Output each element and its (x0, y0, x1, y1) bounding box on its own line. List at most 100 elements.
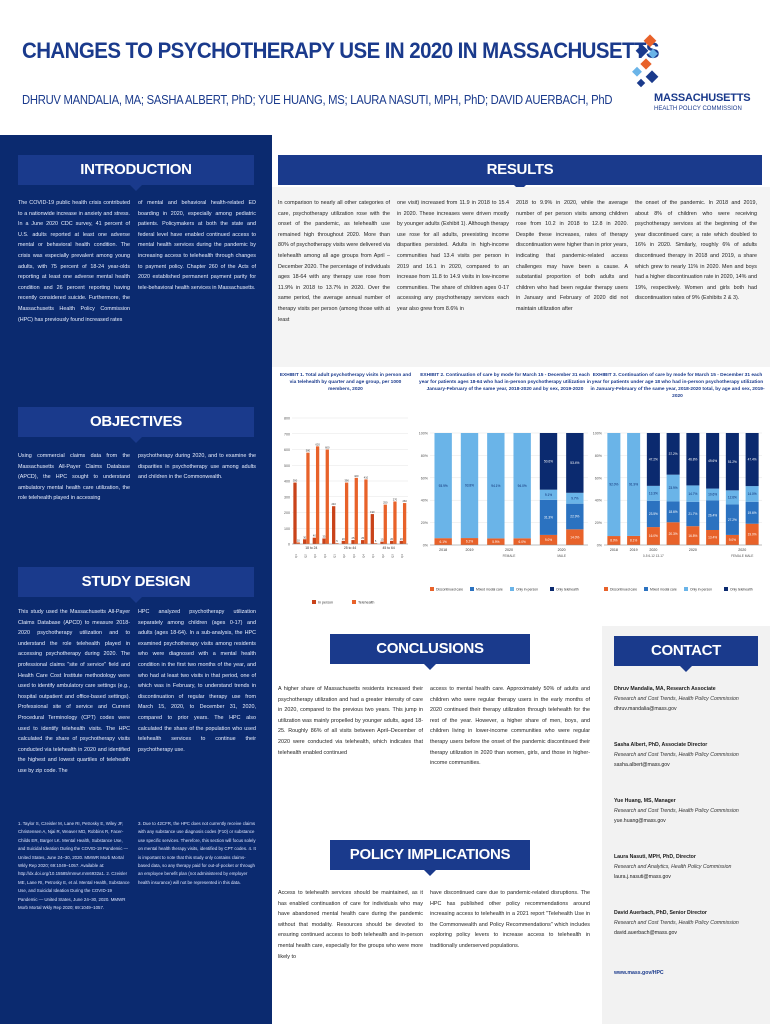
poster-authors: DHRUV MANDALIA, MA; SASHA ALBERT, PhD; Y… (22, 93, 613, 107)
contact-name: Sasha Albert, PhD, Associate Director (614, 742, 708, 748)
data-label: 620 (315, 442, 320, 446)
data-label: 19.0% (748, 533, 757, 537)
data-label: 270 (393, 497, 398, 501)
data-label: 390 (344, 479, 349, 483)
contact-email[interactable]: david.auerbach@mass.gov (614, 930, 677, 936)
data-label: 20.3% (669, 532, 678, 536)
group-label: 2019 (466, 548, 474, 552)
data-label: 10 (297, 538, 300, 542)
contact-email[interactable]: sasha.albert@mass.gov (614, 762, 670, 768)
bar (354, 477, 358, 544)
bar (325, 449, 329, 544)
data-label: 20 (400, 537, 403, 541)
contact-panel (602, 626, 770, 1024)
bar-segment (706, 433, 720, 489)
contact-email[interactable]: laura.j.nasuti@mass.gov (614, 874, 671, 880)
conclusions-col2: access to mental health care. Approximat… (430, 686, 590, 767)
bar (296, 542, 300, 544)
objectives-heading-text: OBJECTIVES (89, 413, 183, 430)
group-label: 2019 (630, 548, 638, 552)
data-label: 53.4% (570, 461, 579, 465)
contact-org: Research and Cost Trends, Health Policy … (614, 920, 739, 926)
y-tick-label: 100 (284, 527, 290, 531)
data-label: 93.9% (439, 484, 448, 488)
bar-segment (745, 486, 759, 502)
bar-segment (686, 526, 700, 545)
data-label: 21.7% (688, 512, 697, 516)
bar-segment (513, 538, 531, 545)
bar-segment (487, 433, 505, 539)
study-design-heading-text: STUDY DESIGN (81, 573, 191, 590)
bar-segment (539, 489, 558, 500)
x-tick-label: Q4 (400, 554, 404, 558)
bar (361, 540, 365, 544)
data-label: 35 (323, 534, 326, 538)
bar-segment (460, 538, 479, 545)
contact-name: David Auerbach, PhD, Senior Director (614, 910, 707, 916)
bar (351, 540, 355, 544)
contact-email[interactable]: yue.huang@mass.gov (614, 818, 666, 824)
data-label: 6.1% (440, 540, 447, 544)
bar-segment (686, 501, 700, 527)
y-tick-label: 600 (284, 448, 290, 452)
legend-swatch (644, 587, 648, 591)
data-label: 10.6% (708, 493, 717, 497)
introduction-heading: INTRODUCTION (18, 155, 254, 191)
legend-label: Discontinued care (610, 588, 637, 592)
bar-segment (725, 504, 739, 535)
y-tick-label: 40% (595, 499, 603, 503)
group-label: 2020 (649, 548, 657, 552)
contact-heading: CONTACT (614, 636, 758, 672)
exhibit2-caption: EXHIBIT 2. Continuation of care by mode … (419, 373, 591, 392)
data-label: 13.3% (649, 492, 658, 496)
contact-org: Research and Cost Trends, Health Policy … (614, 808, 739, 814)
exhibit1-chart: 0 100 200 300 400 500 600 700 800 390 10 Q1 30 580 Q2 4… (284, 417, 408, 605)
legend-swatch (724, 587, 728, 591)
data-label: 580 (306, 449, 311, 453)
data-label: 5 (336, 539, 338, 543)
study-design-heading: STUDY DESIGN (18, 567, 254, 603)
legend-swatch (352, 600, 356, 604)
introduction-heading-text: INTRODUCTION (80, 161, 192, 178)
data-label: 9.0% (729, 538, 736, 542)
legend-label: Telehealth (358, 601, 374, 605)
y-tick-label: 60% (421, 476, 429, 480)
bar-segment (745, 501, 759, 524)
x-tick-label: Q3 (352, 554, 356, 558)
bar (393, 501, 397, 544)
data-label: 94.1% (491, 484, 500, 488)
sub-label: MALE (557, 554, 566, 558)
data-label: 16.8% (688, 534, 697, 538)
y-tick-label: 20% (421, 521, 429, 525)
bar-segment (607, 536, 621, 545)
bar-segment (513, 433, 531, 539)
bar-segment (539, 499, 558, 535)
data-label: 190 (370, 510, 375, 514)
bar (303, 539, 307, 544)
y-tick-label: 80% (421, 454, 429, 458)
data-label: 31.3% (544, 516, 553, 520)
contact-email[interactable]: dhruv.mandalia@mass.gov (614, 706, 677, 712)
bar-segment (566, 433, 584, 493)
y-tick-label: 500 (284, 464, 290, 468)
data-label: 30 (303, 535, 306, 539)
objectives-col2: psychotherapy during 2020, and to examin… (138, 453, 256, 481)
data-label: 91.9% (629, 483, 638, 487)
bar-segment (460, 433, 479, 539)
bar (370, 514, 374, 544)
bar (293, 482, 297, 544)
data-label: 390 (293, 479, 298, 483)
data-label: 20 (390, 537, 393, 541)
bar-segment (745, 523, 759, 545)
data-label: 51.2% (728, 460, 737, 464)
website-link[interactable]: www.mass.gov/HPC (614, 970, 664, 976)
bar-segment (725, 433, 739, 491)
results-col1: In comparison to nearly all other catego… (278, 200, 390, 323)
legend-swatch (684, 587, 688, 591)
study-design-col2: HPC analyzed psychotherapy utilization s… (138, 609, 256, 753)
data-label: 22.9% (570, 515, 579, 519)
bar (344, 482, 349, 544)
bar-segment (566, 492, 584, 504)
conclusions-heading-text: CONCLUSIONS (376, 640, 484, 657)
bar-segment (686, 433, 700, 486)
